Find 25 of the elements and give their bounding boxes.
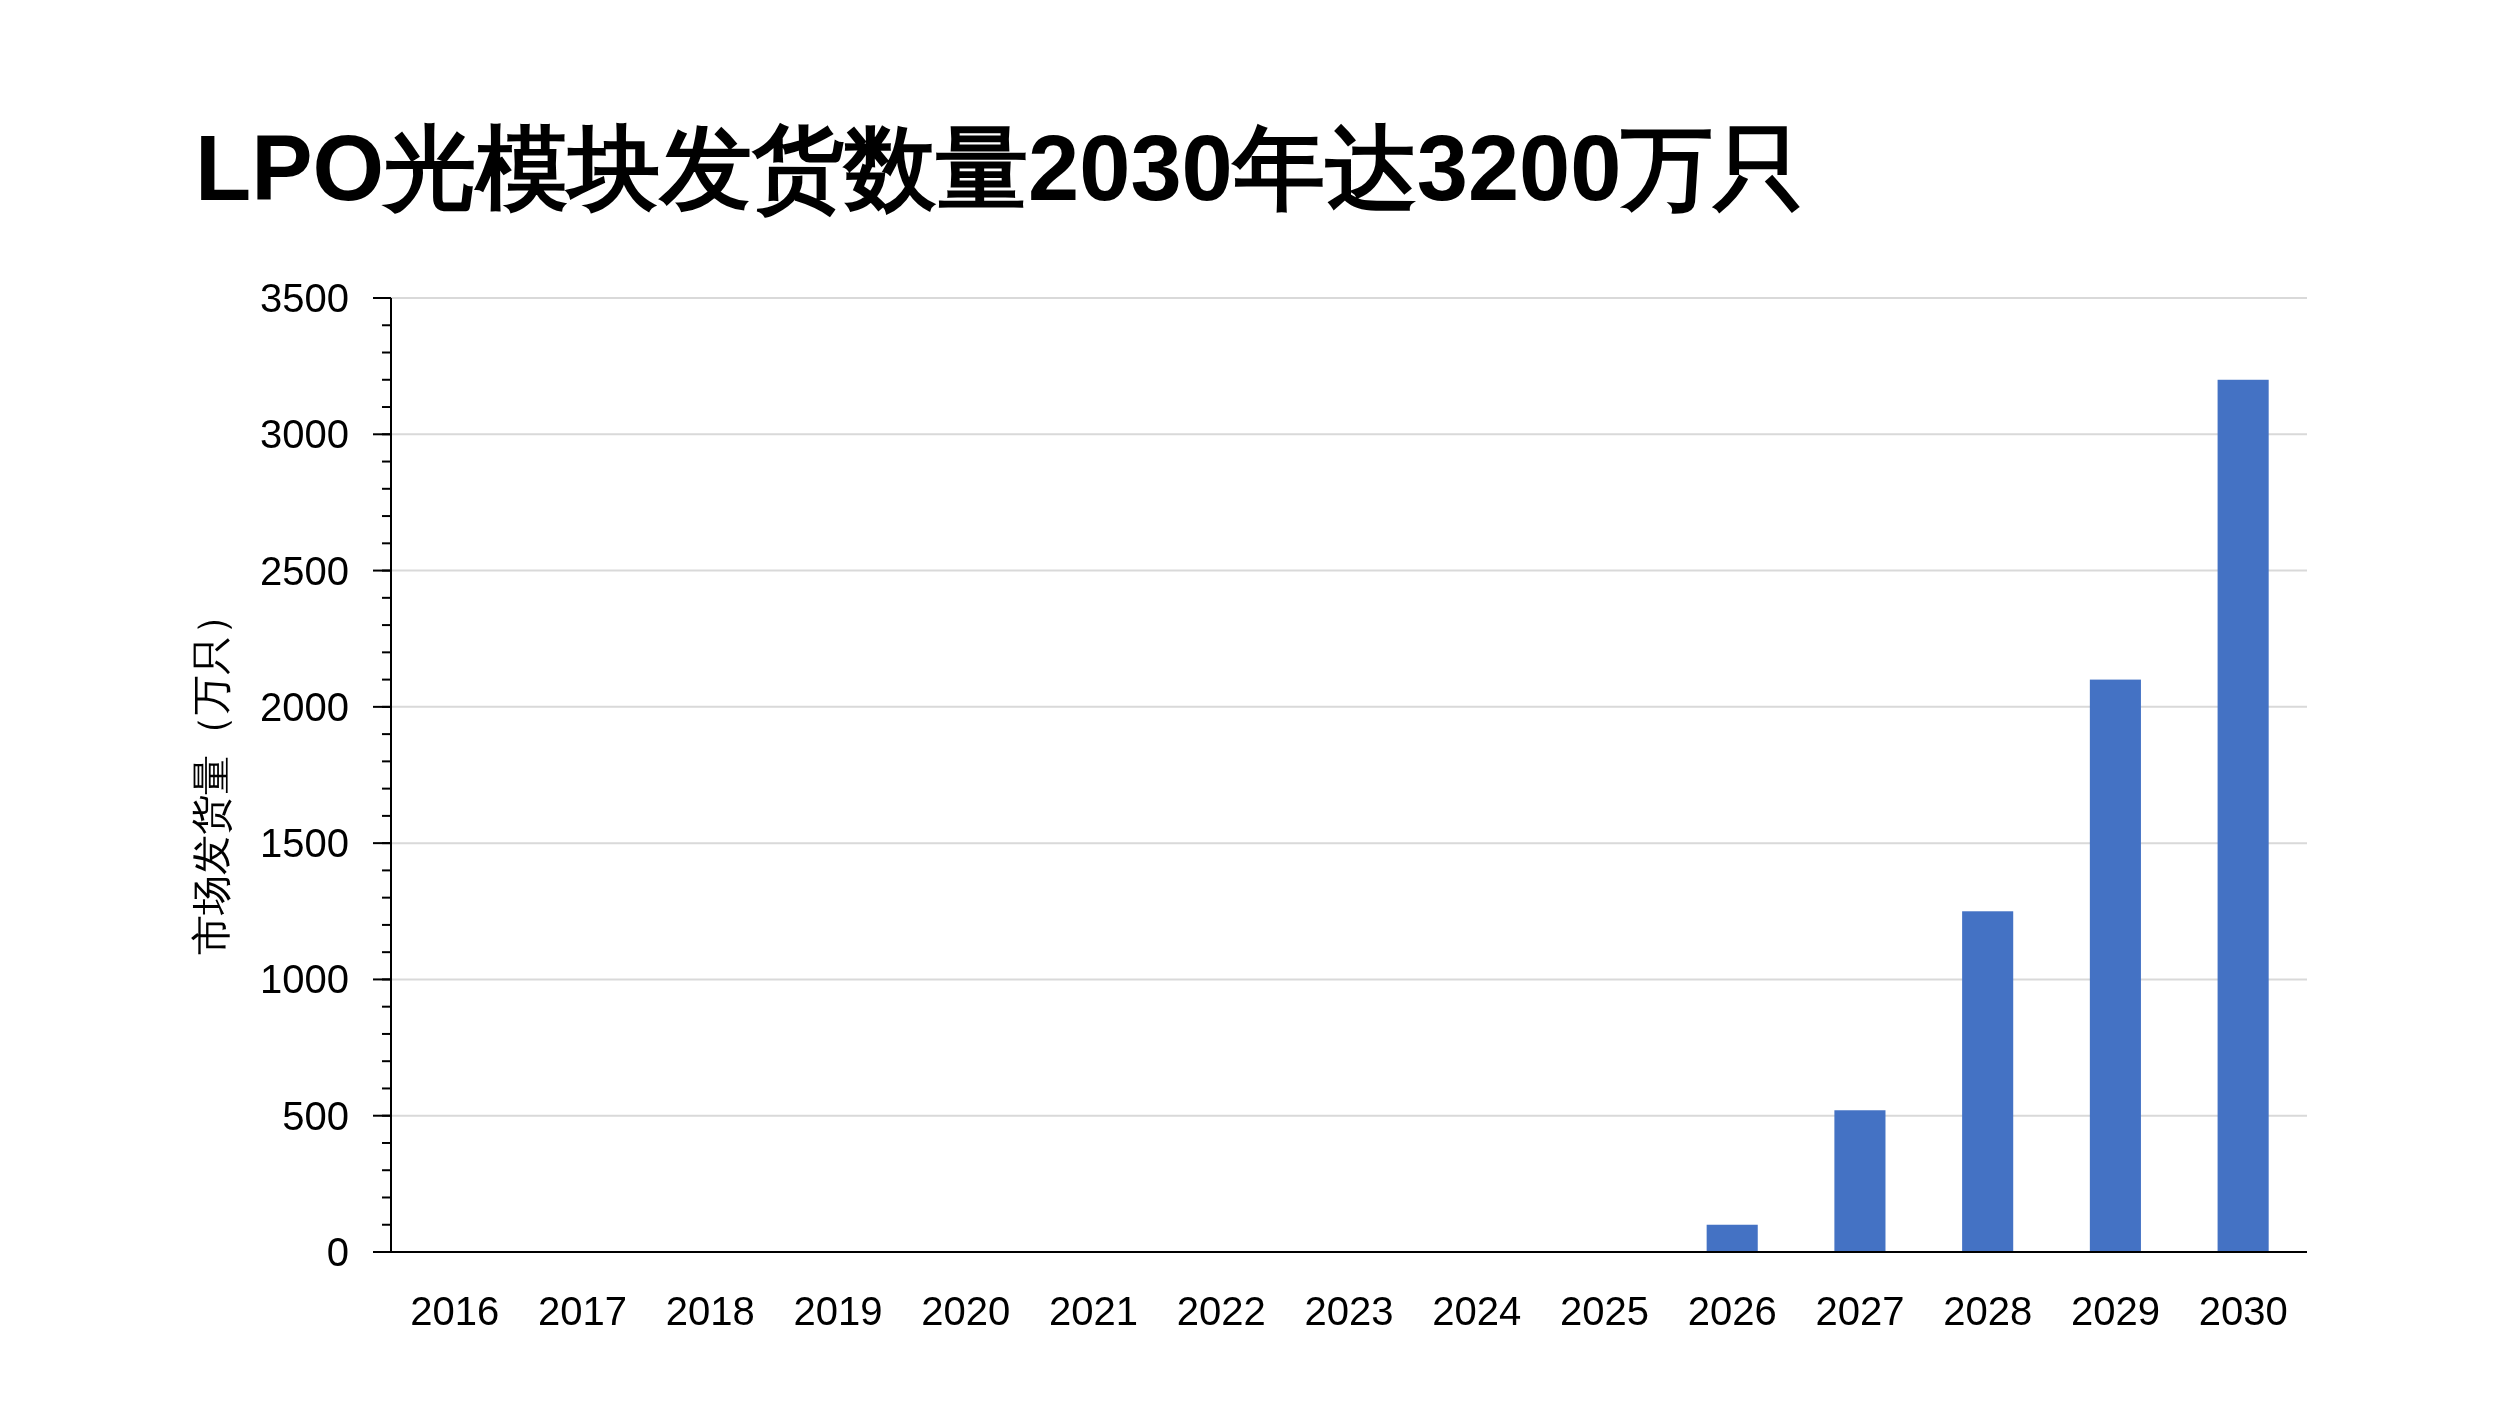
- x-tick-label: 2025: [1559, 1289, 1649, 1333]
- x-tick-label: 2016: [410, 1289, 500, 1333]
- x-tick-label: 2020: [921, 1289, 1011, 1333]
- y-tick-label: 0: [326, 1230, 349, 1274]
- y-axis-title: 市场发货量（万只）: [189, 595, 233, 955]
- y-tick-label: 2500: [260, 548, 349, 593]
- y-tick-label: 3500: [260, 276, 349, 320]
- x-tick-label: 2026: [1687, 1289, 1777, 1333]
- y-tick-label: 1500: [260, 821, 349, 866]
- x-tick-label: 2028: [1943, 1289, 2033, 1333]
- y-tick-label: 500: [282, 1093, 349, 1138]
- x-tick-label: 2023: [1304, 1289, 1394, 1333]
- y-tick-label: 3000: [260, 412, 349, 457]
- x-tick-label: 2019: [793, 1289, 883, 1333]
- x-tick-label: 2029: [2070, 1289, 2160, 1333]
- x-tick-label: 2024: [1432, 1289, 1522, 1333]
- x-tick-label: 2030: [2198, 1289, 2288, 1333]
- x-tick-label: 2022: [1176, 1289, 1266, 1333]
- x-tick-label: 2018: [665, 1289, 755, 1333]
- y-tick-label: 2000: [260, 684, 349, 729]
- x-tick-label: 2027: [1815, 1289, 1905, 1333]
- y-tick-label: 1000: [260, 957, 349, 1002]
- chart-title: LPO光模块发货数量2030年达3200万只: [195, 117, 1806, 219]
- x-tick-label: 2017: [538, 1289, 628, 1333]
- x-tick-label: 2021: [1049, 1289, 1139, 1333]
